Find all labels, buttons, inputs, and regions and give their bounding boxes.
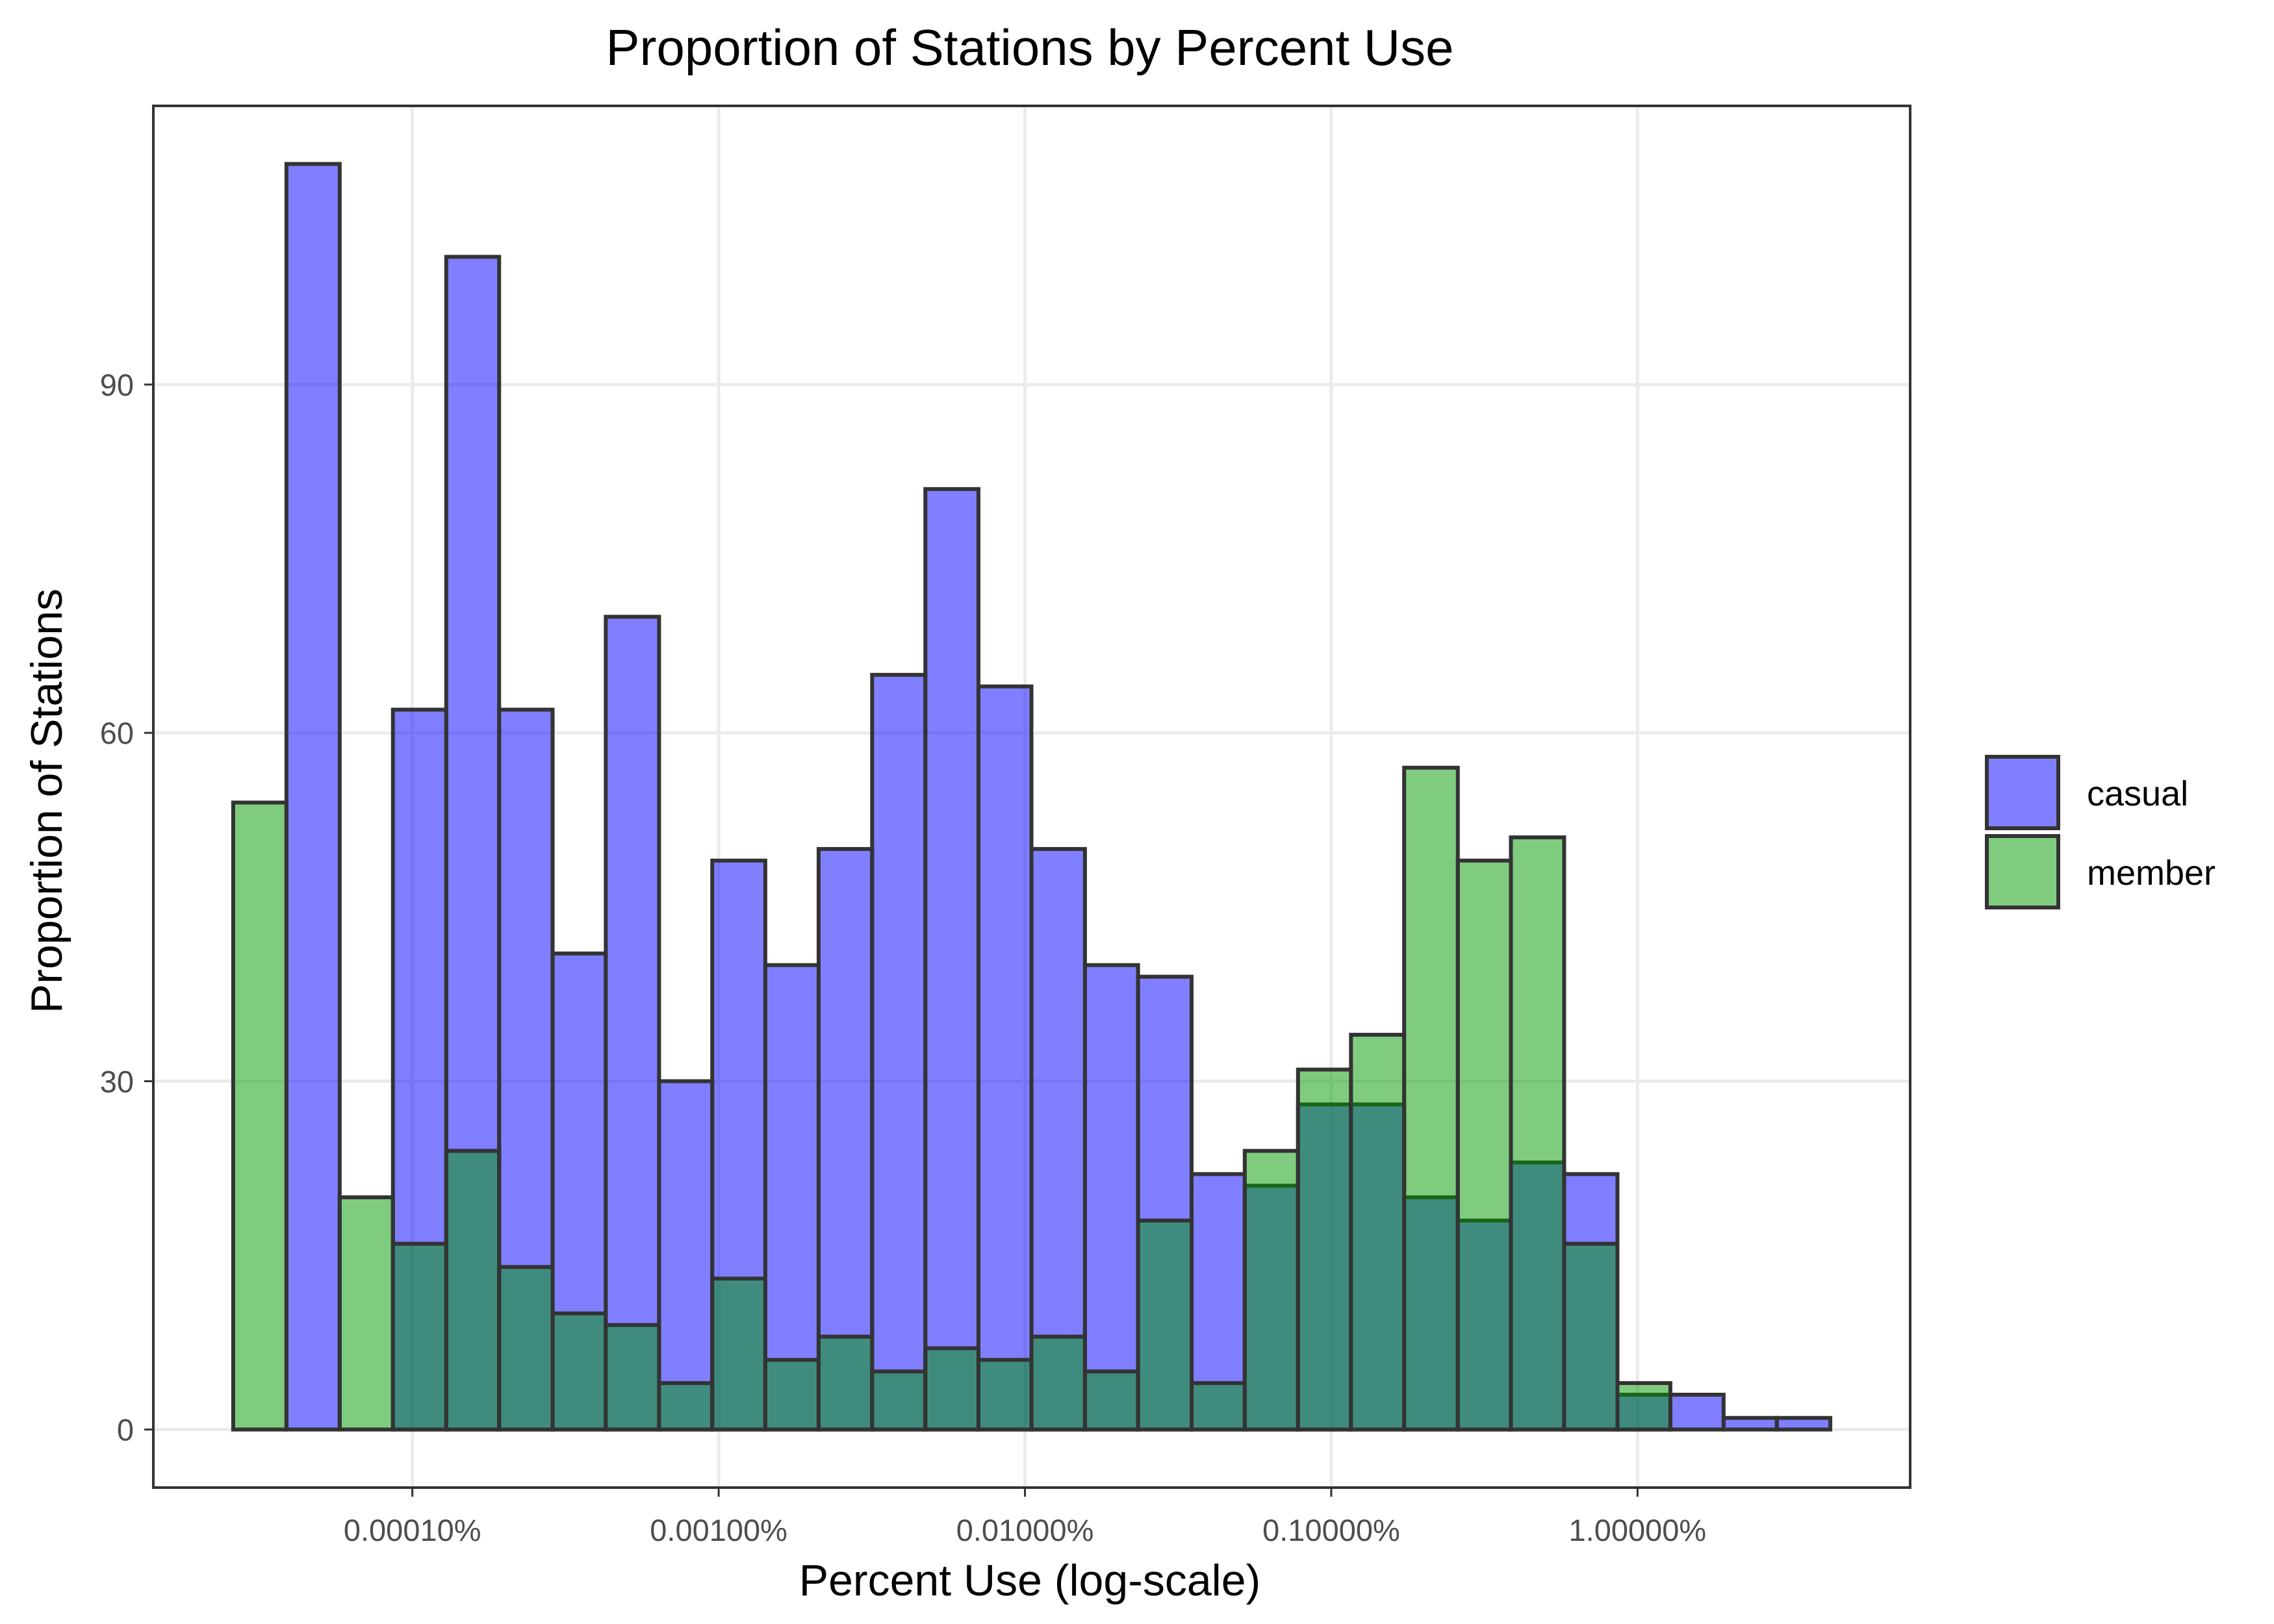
x-tick-label: 0.10000%	[1262, 1513, 1400, 1547]
legend-label-member: member	[2087, 854, 2216, 893]
casual-bar	[923, 487, 980, 1432]
member-bar	[604, 1323, 661, 1432]
member-bar	[1082, 1369, 1140, 1432]
member-bar	[1296, 1067, 1353, 1432]
plot-border	[152, 105, 1911, 1489]
member-bar	[231, 800, 288, 1432]
casual-bar	[1721, 1415, 1779, 1432]
member-bar	[657, 1381, 715, 1432]
x-axis: 0.00010% 0.00100% 0.01000% 0.10000% 1.00000%	[344, 1488, 1706, 1547]
member-bar	[870, 1369, 928, 1432]
y-tick-label: 90	[100, 368, 134, 402]
member-bar	[710, 1276, 767, 1432]
y-axis-label: Proportion of Stations	[22, 589, 71, 1013]
casual-bar	[1082, 963, 1140, 1432]
x-tick-label: 0.00100%	[650, 1513, 787, 1547]
member-bar	[1615, 1381, 1672, 1432]
member-bar	[497, 1265, 555, 1432]
casual-bar	[604, 615, 661, 1432]
member-bar	[1562, 1241, 1620, 1432]
plot-panel	[152, 105, 1911, 1489]
member-bar	[390, 1241, 448, 1432]
member-bar	[1349, 1032, 1407, 1432]
x-axis-label: Percent Use (log-scale)	[799, 1556, 1260, 1605]
member-bar	[1136, 1218, 1194, 1432]
casual-bar	[1774, 1415, 1833, 1432]
casual-bar	[870, 672, 928, 1432]
y-tick-label: 30	[100, 1064, 134, 1098]
member-bar	[1402, 765, 1460, 1432]
member-bar	[337, 1195, 395, 1432]
casual-bar	[816, 846, 875, 1432]
member-bars	[231, 765, 1672, 1432]
legend-key-member	[1985, 834, 2060, 909]
member-bar	[1029, 1334, 1087, 1432]
casual-bar	[976, 684, 1034, 1432]
member-bar	[1455, 858, 1513, 1432]
member-bar	[976, 1358, 1034, 1432]
casual-bar	[763, 963, 821, 1432]
x-tick-label: 0.01000%	[956, 1513, 1094, 1547]
x-tick-label: 1.00000%	[1569, 1513, 1707, 1547]
casual-bar	[284, 162, 342, 1432]
chart-title: Proportion of Stations by Percent Use	[606, 19, 1453, 76]
member-bar	[1509, 835, 1566, 1432]
member-bar	[1242, 1148, 1300, 1432]
casual-bar	[1668, 1393, 1726, 1432]
casual-bar	[657, 1079, 715, 1432]
member-bar	[550, 1311, 608, 1432]
y-axis: 0 30 60 90	[100, 368, 153, 1447]
member-bar	[1190, 1381, 1247, 1432]
member-bar	[923, 1346, 980, 1432]
y-tick-label: 0	[117, 1413, 134, 1447]
member-bar	[763, 1358, 821, 1432]
x-tick-label: 0.00010%	[344, 1513, 481, 1547]
member-bar	[816, 1334, 875, 1432]
casual-bars	[284, 162, 1833, 1432]
legend-key-casual	[1985, 755, 2060, 830]
legend: casual member	[1985, 755, 2216, 909]
y-tick-label: 60	[100, 716, 134, 750]
legend-label-casual: casual	[2087, 774, 2188, 813]
member-bar	[444, 1148, 502, 1432]
